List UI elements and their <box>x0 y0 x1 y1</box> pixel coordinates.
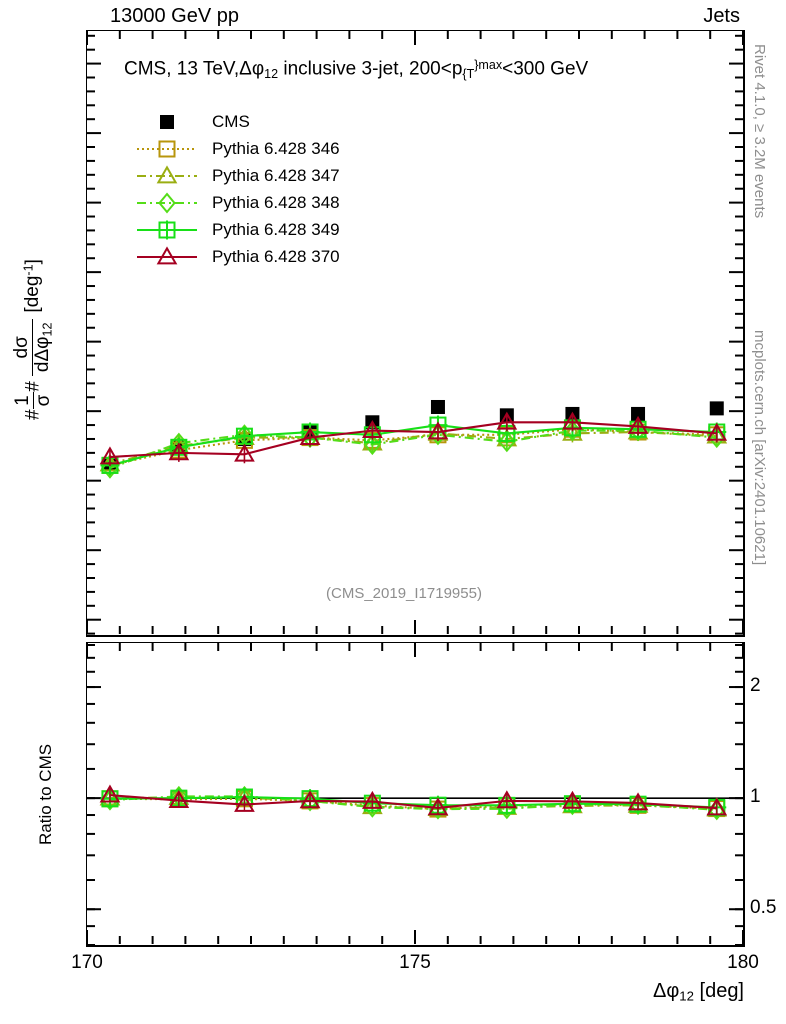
series-line <box>109 430 717 466</box>
legend: CMS Pythia 6.428 346 Pythia 6.428 347 Pythi… <box>136 108 340 270</box>
ylabel-sub: 12 <box>40 322 55 337</box>
legend-item-p347[interactable]: Pythia 6.428 347 <box>136 162 340 189</box>
side-text-rivet: Rivet 4.1.0, ≥ 3.2M events <box>751 44 768 219</box>
legend-swatch-p347 <box>137 164 197 183</box>
ratio-y-tick-label: 0.5 <box>750 897 777 919</box>
legend-label-p349: Pythia 6.428 349 <box>212 219 340 239</box>
title-part-a: CMS, 13 TeV, <box>124 58 240 80</box>
title-sub-12: 12 <box>264 67 279 82</box>
legend-item-cms[interactable]: CMS <box>136 108 340 135</box>
ylabel-ddphi: dΔφ <box>31 336 53 373</box>
legend-item-p349[interactable]: Pythia 6.428 349 <box>136 216 340 243</box>
ylabel-unit-close: ] <box>22 259 44 265</box>
x-axis-label: Δφ12 [deg] <box>653 980 744 1004</box>
ratio-y-tick-label: 1 <box>750 786 761 808</box>
x-tick-label: 170 <box>71 952 103 973</box>
data-point <box>709 401 724 416</box>
xlabel-unit: [deg] <box>693 980 745 1002</box>
header-right: Jets <box>703 5 740 27</box>
ylabel-hash2: # <box>22 381 44 392</box>
ylabel-dsigma: dσ <box>11 336 32 359</box>
legend-item-p346[interactable]: Pythia 6.428 346 <box>136 135 340 162</box>
ylabel-unit-sup: -1 <box>21 264 36 276</box>
title-part-c: <300 GeV <box>502 58 589 80</box>
title-part-b: inclusive 3-jet, 200<p <box>278 58 463 80</box>
title-delta-phi: Δφ <box>239 58 265 80</box>
ylabel-hash1: # <box>22 409 44 420</box>
main-y-axis-label: # 1 σ # dσ dΔφ12 [deg-1] <box>8 60 68 460</box>
legend-label-p346: Pythia 6.428 346 <box>212 138 340 158</box>
ylabel-unit: [deg <box>22 275 44 313</box>
legend-label-p370: Pythia 6.428 370 <box>212 246 340 266</box>
series-line <box>109 421 717 459</box>
legend-swatch-cms <box>160 114 174 129</box>
ratio-data-series <box>99 784 728 821</box>
legend-label-p348: Pythia 6.428 348 <box>212 192 340 212</box>
series-line <box>109 429 717 470</box>
legend-label-cms: CMS <box>212 111 250 131</box>
legend-swatch-p370 <box>137 245 197 264</box>
ratio-plot-panel <box>86 642 745 947</box>
side-text-mcplots: mcplots.cern.ch [arXiv:2401.10621] <box>751 330 768 566</box>
data-point <box>631 406 646 421</box>
xlabel-sub-12: 12 <box>679 988 694 1004</box>
main-axis-ticks <box>86 31 744 635</box>
legend-swatch-p349 <box>137 220 197 239</box>
legend-swatch-p348 <box>137 191 197 214</box>
ylabel-sigma: σ <box>32 394 54 407</box>
legend-item-p370[interactable]: Pythia 6.428 370 <box>136 243 340 270</box>
x-tick-label: 180 <box>727 952 759 973</box>
legend-swatch-p346 <box>137 140 197 157</box>
series-line-ratio <box>109 794 717 810</box>
data-point <box>430 399 445 414</box>
xlabel-delta-phi: Δφ <box>652 980 680 1002</box>
ratio-y-axis-label: Ratio to CMS <box>36 743 55 845</box>
main-plot-panel <box>86 30 745 637</box>
plot-title: CMS, 13 TeV,Δφ12 inclusive 3-jet, 200<p{… <box>124 58 588 81</box>
header-left: 13000 GeV pp <box>110 5 239 27</box>
x-tick-label: 175 <box>399 952 431 973</box>
ylabel-one: 1 <box>11 395 33 406</box>
legend-item-p348[interactable]: Pythia 6.428 348 <box>136 189 340 216</box>
series-line <box>109 424 717 467</box>
main-data-series <box>99 399 728 479</box>
legend-label-p347: Pythia 6.428 347 <box>212 165 340 185</box>
title-sup-max: }max <box>474 58 503 72</box>
watermark-analysis-id: (CMS_2019_I1719955) <box>326 585 482 602</box>
title-sub-T: {T <box>462 67 475 82</box>
ratio-y-tick-label: 2 <box>750 675 761 697</box>
